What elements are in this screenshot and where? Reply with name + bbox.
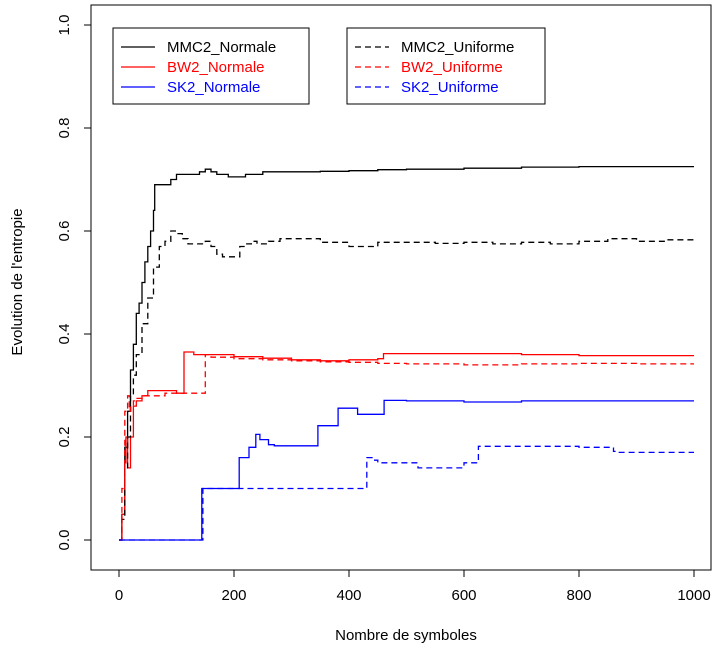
x-tick-label: 1000 [677,587,710,604]
y-tick-label: 1.0 [56,15,73,36]
series-line-bw2-uniforme [119,353,694,541]
series-line-bw2-normale [119,351,694,541]
legend-label: BW2_Normale [167,59,265,76]
legend-label: BW2_Uniforme [401,59,503,76]
legend-label: SK2_Normale [167,79,260,96]
legend-box-1 [112,27,310,105]
legend: MMC2_Normale BW2_Normale SK2_Normale MMC2_U… [112,27,546,105]
y-tick-label: 0.8 [56,118,73,139]
series-line-mmc2-normale [119,165,694,541]
series-group [119,165,695,541]
x-tick-label: 400 [336,587,361,604]
y-tick-label: 0.4 [56,324,73,345]
x-tick-label: 200 [221,587,246,604]
x-tick-label: 0 [115,587,123,604]
x-tick-label: 800 [566,587,591,604]
y-tick-label: 0.2 [56,427,73,448]
series-line-mmc2-uniforme [119,230,695,541]
y-tick-label: 0.0 [56,530,73,551]
x-axis-label: Nombre de symboles [335,627,477,644]
legend-box-2 [346,27,546,105]
legend-label: SK2_Uniforme [401,79,499,96]
axes: 0 200 400 600 800 1000 0.0 0.2 0.4 0.6 0.8 1.0 [56,15,711,604]
legend-label: MMC2_Uniforme [401,39,514,56]
y-axis-label: Evolution de l'entropie [9,208,26,355]
series-line-sk2-uniforme [119,445,694,541]
x-tick-label: 600 [451,587,476,604]
series-line-sk2-normale [119,399,694,541]
legend-label: MMC2_Normale [167,39,276,56]
y-tick-label: 0.6 [56,221,73,242]
